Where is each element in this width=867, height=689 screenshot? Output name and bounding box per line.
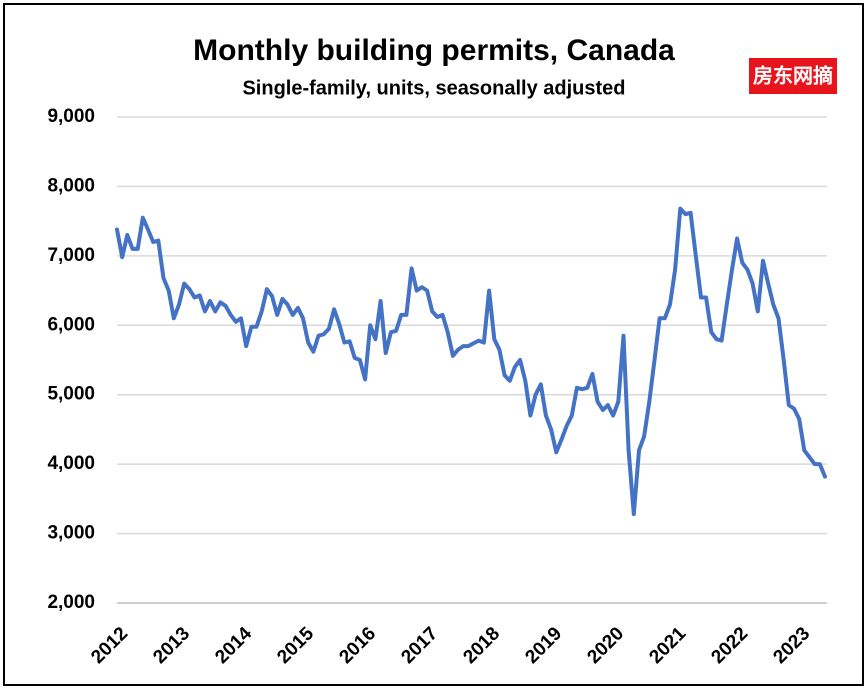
- y-tick-label: 6,000: [47, 314, 95, 335]
- y-tick-label: 2,000: [47, 592, 95, 613]
- chart-subtitle: Single-family, units, seasonally adjuste…: [242, 77, 625, 99]
- y-tick-label: 4,000: [47, 453, 95, 474]
- watermark-box: [749, 58, 837, 94]
- y-tick-label: 5,000: [47, 384, 95, 405]
- y-tick-label: 8,000: [47, 175, 95, 196]
- frame: [3, 3, 864, 686]
- chart-title: Monthly building permits, Canada: [193, 34, 675, 67]
- y-tick-label: 9,000: [47, 106, 95, 127]
- y-tick-label: 3,000: [47, 523, 95, 544]
- y-tick-label: 7,000: [47, 245, 95, 266]
- data-line: [115, 206, 827, 517]
- watermark: 房东网摘: [753, 63, 833, 87]
